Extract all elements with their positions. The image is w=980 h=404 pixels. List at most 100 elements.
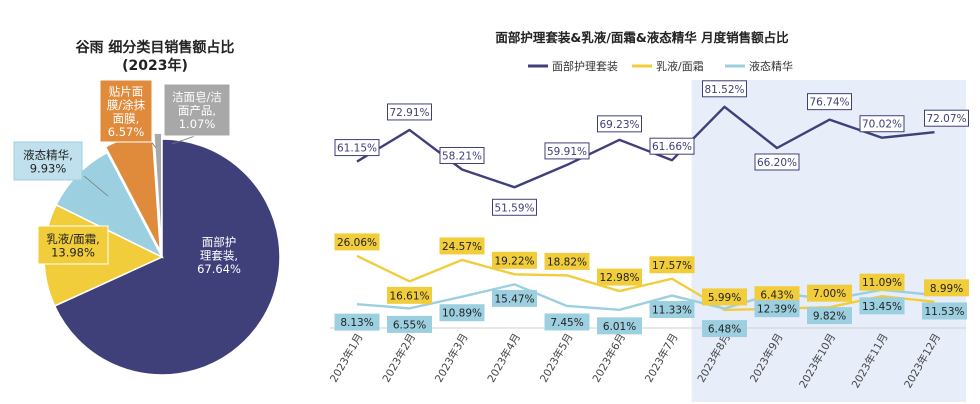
legend-label: 液态精华 bbox=[749, 59, 793, 73]
pie-label-box bbox=[99, 79, 153, 143]
data-label: 61.66% bbox=[652, 141, 692, 153]
pie-subtitle: (2023年) bbox=[122, 57, 188, 74]
legend-label: 面部护理套装 bbox=[552, 59, 618, 73]
data-label-box bbox=[387, 286, 432, 304]
pie-label: 13.98% bbox=[51, 245, 95, 259]
pie-label: 膜/涂抹 bbox=[107, 98, 146, 112]
leader-line bbox=[171, 135, 196, 145]
data-label: 24.57% bbox=[442, 241, 482, 253]
pie-slice bbox=[153, 132, 163, 252]
data-label: 76.74% bbox=[809, 97, 849, 109]
data-label: 72.91% bbox=[389, 107, 429, 119]
data-label-box bbox=[439, 304, 485, 322]
data-label-box bbox=[597, 317, 642, 335]
legend-label: 乳液/面霜 bbox=[656, 59, 704, 73]
x-tick-label: 2023年7月 bbox=[642, 331, 680, 385]
data-label: 6.55% bbox=[393, 319, 426, 331]
data-label-box bbox=[924, 109, 969, 127]
data-label-box bbox=[597, 268, 642, 286]
data-label-box bbox=[334, 313, 380, 331]
pie-chart: 面部护理套装,67.64% 乳液/面霜,13.98% 液态精华,9.93% 贴片面膜/… bbox=[13, 79, 281, 376]
data-label: 72.07% bbox=[926, 113, 966, 125]
data-label: 61.15% bbox=[337, 143, 377, 155]
data-label-box bbox=[492, 251, 537, 269]
pie-title: 谷雨 细分类目销售额占比 bbox=[76, 39, 235, 56]
data-label-box bbox=[807, 284, 852, 302]
x-tick-label: 2023年5月 bbox=[537, 331, 575, 385]
pie-label: 面部护 bbox=[202, 235, 237, 249]
x-tick-label: 2023年6月 bbox=[590, 331, 628, 385]
pie-label: 1.07% bbox=[179, 117, 216, 131]
data-label-box bbox=[334, 139, 380, 157]
data-label: 12.98% bbox=[599, 272, 639, 284]
pie-label-box bbox=[163, 83, 231, 137]
data-label-box bbox=[807, 307, 852, 325]
data-label: 17.57% bbox=[652, 260, 692, 272]
pie-label: 乳液/面霜, bbox=[46, 232, 100, 246]
series-line bbox=[356, 254, 935, 312]
data-label-box bbox=[544, 252, 590, 270]
data-label-box bbox=[334, 233, 380, 251]
data-label-box bbox=[649, 256, 695, 274]
pie-label: 理套装, bbox=[200, 249, 238, 263]
data-label: 26.06% bbox=[337, 237, 377, 249]
data-label: 7.00% bbox=[813, 288, 846, 300]
data-label: 51.59% bbox=[494, 202, 534, 214]
data-label-box bbox=[439, 146, 485, 164]
pie-label: 液态精华, bbox=[23, 148, 73, 162]
data-label: 66.20% bbox=[757, 157, 797, 169]
data-label: 10.89% bbox=[442, 308, 482, 320]
data-label-box bbox=[492, 289, 537, 307]
pie-slice bbox=[53, 138, 281, 376]
data-label: 16.61% bbox=[389, 290, 429, 302]
data-label: 59.91% bbox=[547, 146, 587, 158]
data-label: 13.45% bbox=[862, 301, 902, 313]
data-label: 12.39% bbox=[757, 304, 797, 316]
leader-line bbox=[83, 175, 109, 197]
data-label: 81.52% bbox=[704, 84, 744, 96]
x-tick-label: 2023年3月 bbox=[432, 331, 470, 385]
data-label-box bbox=[922, 302, 967, 320]
data-label-box bbox=[924, 279, 969, 297]
data-label-box bbox=[702, 320, 747, 338]
line-title: 面部护理套装&乳液/面霜&液态精华 月度销售额占比 bbox=[495, 30, 789, 45]
data-label-box bbox=[649, 301, 695, 319]
data-label: 11.33% bbox=[652, 305, 692, 317]
legend: 面部护理套装 乳液/面霜 液态精华 bbox=[528, 59, 793, 73]
data-label-box bbox=[859, 115, 905, 133]
pie-label: 面产品, bbox=[178, 104, 216, 118]
data-label: 70.02% bbox=[862, 119, 902, 131]
pie-label: 洁面皂/洁 bbox=[172, 90, 222, 104]
data-label: 11.09% bbox=[862, 277, 902, 289]
data-label-box bbox=[702, 288, 747, 306]
data-label: 5.99% bbox=[708, 292, 741, 304]
data-label: 11.53% bbox=[924, 306, 964, 318]
data-label-box bbox=[597, 115, 642, 133]
pie-label-box bbox=[37, 225, 109, 265]
data-label-box bbox=[807, 93, 852, 111]
data-label-box bbox=[754, 300, 800, 318]
pie-label: 9.93% bbox=[30, 161, 67, 175]
data-label: 58.21% bbox=[442, 150, 482, 162]
data-label: 6.43% bbox=[760, 290, 793, 302]
x-tick-label: 2023年2月 bbox=[380, 331, 418, 385]
data-label-box bbox=[544, 142, 590, 160]
data-label-box bbox=[387, 103, 432, 121]
data-label: 7.45% bbox=[550, 317, 583, 329]
data-label: 69.23% bbox=[599, 119, 639, 131]
data-label-box bbox=[387, 315, 432, 333]
x-tick-label: 2023年1月 bbox=[327, 331, 365, 385]
data-label-box bbox=[439, 237, 485, 255]
data-label: 9.82% bbox=[813, 311, 846, 323]
data-label: 18.82% bbox=[547, 256, 587, 268]
x-tick-label: 2023年4月 bbox=[485, 331, 523, 385]
data-label-box bbox=[544, 313, 590, 331]
data-label: 19.22% bbox=[494, 255, 534, 267]
pie-label: 面膜, bbox=[113, 111, 140, 125]
data-label-box bbox=[754, 153, 800, 171]
data-label-box bbox=[492, 198, 537, 216]
data-label-box bbox=[859, 273, 905, 291]
data-label-box bbox=[649, 137, 695, 155]
pie-label-box bbox=[13, 141, 83, 181]
